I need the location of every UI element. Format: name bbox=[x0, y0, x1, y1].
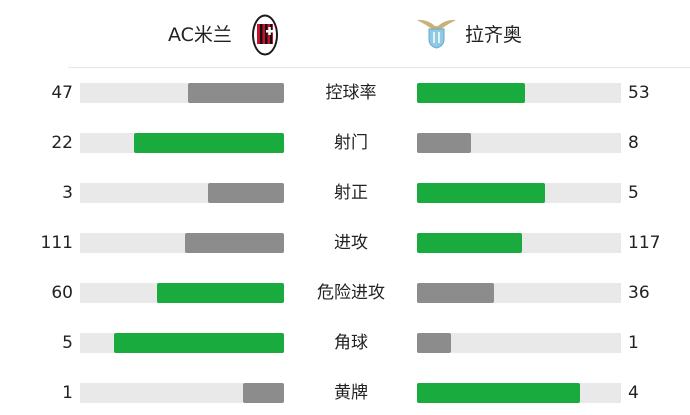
away-stat-fill bbox=[417, 233, 522, 253]
away-stat-value: 4 bbox=[628, 383, 639, 403]
home-team-name: AC米兰 bbox=[168, 24, 232, 46]
home-stat-value: 3 bbox=[62, 183, 73, 203]
stat-row: 60 危险进攻 36 bbox=[0, 283, 690, 303]
away-stat-bar bbox=[417, 233, 621, 253]
away-stat-value: 117 bbox=[628, 233, 661, 253]
stat-label: 控球率 bbox=[325, 83, 377, 103]
away-stat-value: 36 bbox=[628, 283, 650, 303]
stat-label: 危险进攻 bbox=[317, 283, 385, 303]
away-stat-fill bbox=[417, 283, 494, 303]
lazio-logo bbox=[417, 19, 456, 49]
home-stat-fill bbox=[243, 383, 284, 403]
header-divider bbox=[68, 67, 690, 68]
away-stat-fill bbox=[417, 183, 545, 203]
ac-milan-logo bbox=[252, 14, 278, 56]
away-stat-bar bbox=[417, 283, 621, 303]
stat-label: 进攻 bbox=[334, 233, 368, 253]
stat-label: 射门 bbox=[334, 133, 368, 153]
away-stat-value: 1 bbox=[628, 333, 639, 353]
stat-row: 3 射正 5 bbox=[0, 183, 690, 203]
stat-row: 5 角球 1 bbox=[0, 333, 690, 353]
stat-row: 1 黄牌 4 bbox=[0, 383, 690, 403]
away-stat-bar bbox=[417, 83, 621, 103]
away-stat-fill bbox=[417, 333, 451, 353]
stat-row: 47 控球率 53 bbox=[0, 83, 690, 103]
stat-label: 角球 bbox=[334, 333, 368, 353]
stat-row: 22 射门 8 bbox=[0, 133, 690, 153]
stat-row: 111 进攻 117 bbox=[0, 233, 690, 253]
away-stat-value: 8 bbox=[628, 133, 639, 153]
away-stat-fill bbox=[417, 133, 472, 153]
away-stat-value: 53 bbox=[628, 83, 650, 103]
home-stat-fill bbox=[114, 333, 284, 353]
home-stat-fill bbox=[156, 283, 284, 303]
home-stat-bar bbox=[80, 233, 284, 253]
away-stat-fill bbox=[417, 383, 581, 403]
stat-label: 射正 bbox=[334, 183, 368, 203]
away-stat-bar bbox=[417, 133, 621, 153]
home-stat-bar bbox=[80, 283, 284, 303]
home-stat-value: 111 bbox=[40, 233, 73, 253]
home-stat-fill bbox=[184, 233, 284, 253]
home-stat-value: 5 bbox=[62, 333, 73, 353]
home-stat-value: 22 bbox=[51, 133, 73, 153]
home-stat-fill bbox=[188, 83, 284, 103]
away-stat-bar bbox=[417, 333, 621, 353]
home-stat-fill bbox=[134, 133, 284, 153]
home-stat-value: 60 bbox=[51, 283, 73, 303]
away-stat-bar bbox=[417, 183, 621, 203]
away-stat-value: 5 bbox=[628, 183, 639, 203]
home-stat-bar bbox=[80, 383, 284, 403]
away-stat-bar bbox=[417, 383, 621, 403]
home-stat-bar bbox=[80, 133, 284, 153]
home-stat-value: 47 bbox=[51, 83, 73, 103]
home-stat-bar bbox=[80, 333, 284, 353]
away-stat-fill bbox=[417, 83, 526, 103]
home-stat-bar bbox=[80, 183, 284, 203]
stat-label: 黄牌 bbox=[334, 383, 368, 403]
home-stat-value: 1 bbox=[62, 383, 73, 403]
home-stat-fill bbox=[207, 183, 284, 203]
away-team-name: 拉齐奥 bbox=[465, 24, 523, 46]
home-stat-bar bbox=[80, 83, 284, 103]
